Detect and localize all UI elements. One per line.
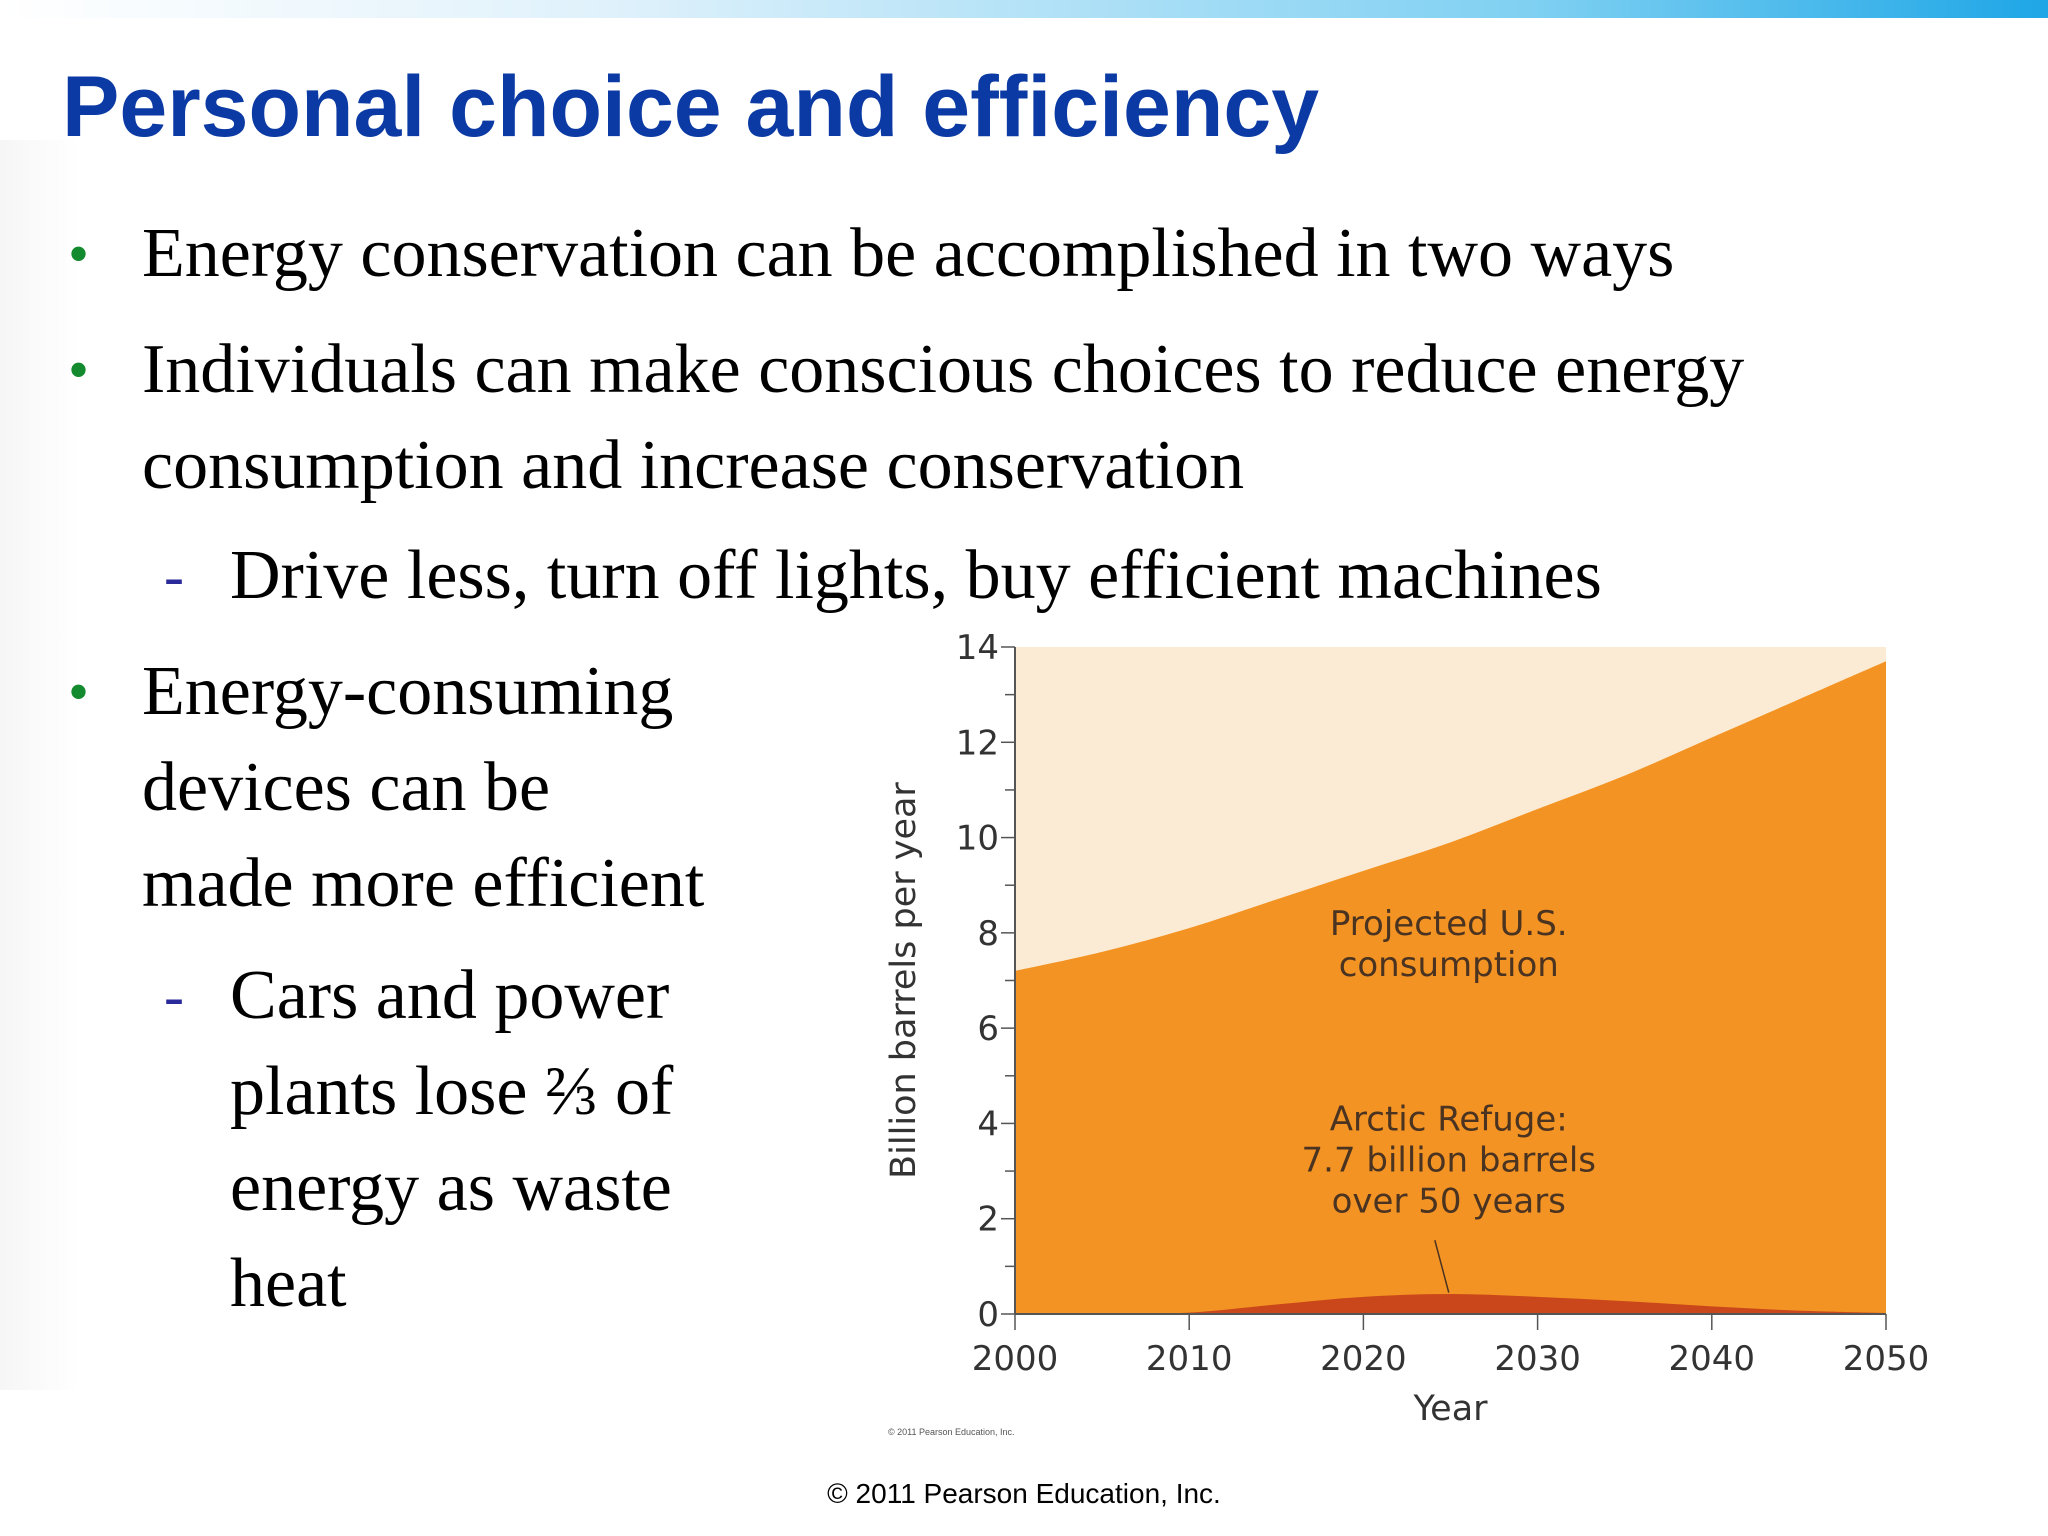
annotation-projected-consumption: Projected U.S. (1330, 904, 1568, 944)
x-tick-label: 2050 (1843, 1339, 1930, 1379)
x-tick-label: 2010 (1146, 1339, 1233, 1379)
figure-credit: © 2011 Pearson Education, Inc. (888, 1427, 1015, 1437)
bullet-text-line-3: made more efficient (142, 845, 705, 922)
y-tick-label: 4 (977, 1104, 999, 1144)
x-tick-label: 2030 (1494, 1339, 1581, 1379)
footer-copyright: © 2011 Pearson Education, Inc. (827, 1478, 1221, 1509)
y-tick-label: 0 (977, 1295, 999, 1335)
bullet-marker: • (68, 337, 90, 403)
subbullet-waste-heat: - Cars and power plants lose ⅔ of energy… (164, 948, 674, 1332)
y-tick-label: 2 (977, 1200, 999, 1240)
sub-marker: - (164, 543, 184, 609)
bullet-text-line-1: Energy-consuming (142, 653, 674, 730)
annotation-arctic-refuge: 7.7 billion barrels (1302, 1141, 1597, 1181)
y-tick-label: 8 (977, 914, 999, 954)
annotation-projected-consumption: consumption (1339, 945, 1559, 985)
subbullet-text-line-3: energy as waste (230, 1149, 672, 1226)
annotation-leader-line (1434, 1239, 1450, 1293)
subbullet-text-line-4: heat (230, 1245, 347, 1322)
slide-title: Personal choice and efficiency (62, 59, 1320, 155)
side-shade (0, 140, 80, 1390)
sub-marker: - (164, 963, 184, 1029)
x-axis-title: Year (1412, 1389, 1488, 1429)
x-tick-label: 2020 (1320, 1339, 1407, 1379)
projected-consumption-area (1015, 661, 1886, 1314)
subbullet-text-line-2: plants lose ⅔ of (230, 1053, 674, 1130)
bullet-text-line-1: Individuals can make conscious choices t… (142, 331, 1745, 408)
bullet-text: Energy conservation can be accomplished … (142, 215, 1675, 292)
y-axis-title: Billion barrels per year (884, 782, 924, 1179)
arctic-refuge-area (1015, 1293, 1886, 1315)
x-tick-label: 2000 (972, 1339, 1059, 1379)
bullet-efficient-devices: • Energy-consuming devices can be made m… (68, 644, 705, 932)
y-tick-label: 14 (956, 628, 999, 668)
subbullet-text: Drive less, turn off lights, buy efficie… (230, 537, 1602, 614)
bullet-text-line-2: devices can be (142, 749, 551, 826)
annotation-arctic-refuge: Arctic Refuge: (1330, 1100, 1568, 1140)
bullet-energy-conservation: • Energy conservation can be accomplishe… (68, 206, 1675, 302)
y-tick-label: 6 (977, 1009, 999, 1049)
subbullet-text-line-1: Cars and power (230, 957, 670, 1034)
y-tick-label: 10 (956, 819, 999, 859)
subbullet-drive-less: - Drive less, turn off lights, buy effic… (164, 528, 1602, 624)
bullet-marker: • (68, 659, 90, 725)
annotation-arctic-refuge: over 50 years (1332, 1182, 1566, 1222)
top-accent-bar (0, 0, 2048, 18)
bullet-marker: • (68, 221, 90, 287)
bullet-individual-choices: • Individuals can make conscious choices… (68, 322, 1745, 514)
bullet-text-line-2: consumption and increase conservation (142, 427, 1245, 504)
x-tick-label: 2040 (1669, 1339, 1756, 1379)
y-tick-label: 12 (956, 723, 999, 763)
